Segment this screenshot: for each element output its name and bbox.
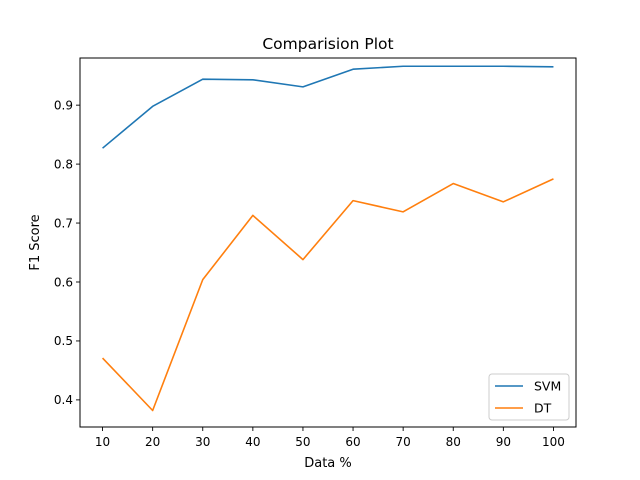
y-tick-label: 0.9 [54,98,73,112]
chart-title: Comparision Plot [262,35,393,53]
x-tick-label: 70 [396,435,411,449]
x-tick-label: 50 [295,435,310,449]
plot-area-frame [79,57,577,428]
legend: SVM DT [488,373,570,421]
x-tick-label: 30 [195,435,210,449]
y-axis-label: F1 Score [28,214,43,270]
x-tick-label: 80 [446,435,461,449]
legend-label-svm: SVM [534,379,561,394]
x-tick-label: 20 [145,435,160,449]
x-tick-label: 60 [345,435,360,449]
legend-label-dt: DT [534,401,552,416]
plot-lines [101,65,554,412]
x-tick-label: 90 [496,435,511,449]
series-line-dt [101,178,554,412]
x-tick-label: 40 [245,435,260,449]
x-axis-label: Data % [304,456,352,471]
y-tick-label: 0.4 [54,393,73,407]
y-tick-label: 0.6 [54,275,73,289]
y-axis-ticks: 0.4 0.5 0.6 0.7 0.8 0.9 [54,98,80,407]
series-line-svm [102,65,554,149]
y-tick-label: 0.8 [54,157,73,171]
y-tick-label: 0.5 [54,334,73,348]
x-tick-label: 100 [542,435,565,449]
y-tick-label: 0.7 [54,216,73,230]
x-tick-label: 10 [95,435,110,449]
x-axis-ticks: 10 20 30 40 50 60 70 80 90 100 [95,427,565,449]
